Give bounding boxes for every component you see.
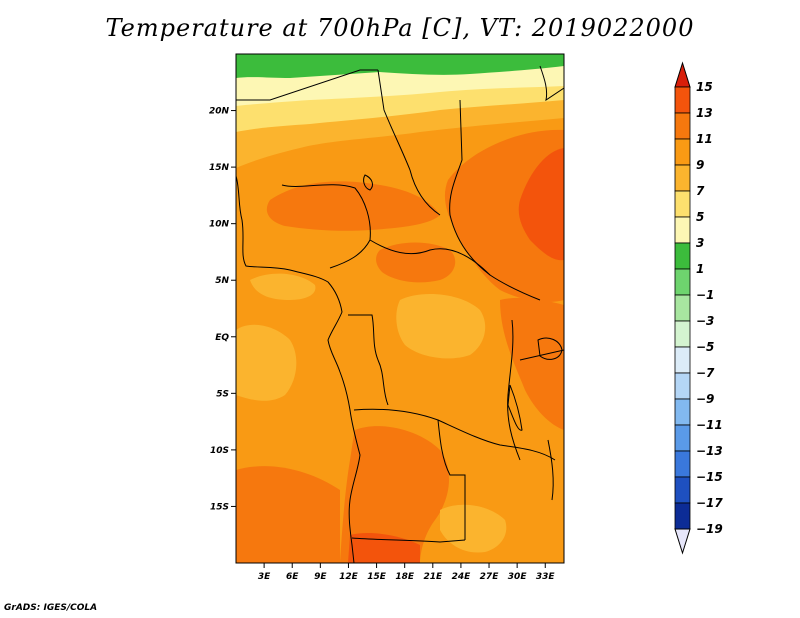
- lake-chad: [363, 174, 373, 191]
- colorbar-box: [674, 320, 691, 348]
- colorbar-box: [674, 372, 691, 400]
- colorbar-box: [674, 268, 691, 296]
- colorbar-label: 1: [696, 262, 704, 276]
- patch-sahel-west: [266, 181, 440, 231]
- drc-east-border: [507, 319, 521, 461]
- lake-malawi: [547, 439, 554, 501]
- patch-south-west: [236, 466, 340, 563]
- lon-tick-label: 24E: [452, 572, 472, 582]
- latitude-axis: 20N 15N 10N 5N EQ 5S 10S 15S: [209, 107, 236, 512]
- colorbar-box: [674, 476, 691, 504]
- band-green-north: [236, 54, 564, 78]
- colorbar-box: [674, 138, 691, 166]
- lat-tick-label: 5N: [215, 276, 229, 286]
- colorbar-label: −19: [696, 522, 723, 536]
- colorbar-label: −3: [696, 314, 714, 328]
- colorbar-box: [674, 346, 691, 374]
- patch-south-central: [340, 426, 450, 563]
- patch-gulf-light: [250, 273, 316, 300]
- lat-tick-label: 15N: [209, 163, 230, 173]
- congo-border: [348, 314, 389, 406]
- coastlines-borders: [236, 65, 564, 563]
- patch-atlantic-light: [236, 324, 297, 401]
- chad-border: [377, 69, 441, 216]
- colorbar-box: [674, 242, 691, 270]
- map-frame: [235, 53, 565, 564]
- libya-border: [236, 69, 378, 101]
- colorbar-box: [674, 216, 691, 244]
- colorbar-label: 9: [696, 158, 704, 172]
- colorbar-label: 13: [696, 106, 713, 120]
- colorbar-box: [674, 294, 691, 322]
- patch-congo-light: [396, 294, 486, 359]
- temperature-field: [236, 54, 564, 563]
- grads-credit: GrADS: IGES/COLA: [4, 603, 98, 613]
- colorbar-label: −17: [696, 496, 723, 510]
- lon-tick-label: 27E: [480, 572, 500, 582]
- lat-tick-label: 15S: [210, 502, 229, 512]
- colorbar-box: [674, 86, 691, 114]
- colorbar-box: [674, 424, 691, 452]
- lon-tick-label: 18E: [395, 572, 415, 582]
- colorbar-label: −7: [696, 366, 715, 380]
- colorbar-label: 15: [696, 80, 713, 94]
- colorbar-bottom-arrow: [674, 528, 691, 555]
- colorbar-box: [674, 190, 691, 218]
- lon-tick-label: 12E: [339, 572, 359, 582]
- nigeria-border: [281, 184, 371, 269]
- colorbar-box: [674, 112, 691, 140]
- colorbar-label: −5: [696, 340, 714, 354]
- colorbar-label: −1: [696, 288, 714, 302]
- colorbar: 15 13 11 9 7 5 3 1 −1 −3 −5 −7 −9 −11 −13 −15 −17 −19: [674, 61, 723, 555]
- lake-victoria: [537, 337, 563, 360]
- lat-tick-label: 10N: [209, 220, 230, 230]
- patch-red-orange-east: [518, 148, 564, 261]
- lon-tick-label: 6E: [286, 572, 299, 582]
- lat-tick-label: 10S: [210, 446, 229, 456]
- colorbar-box: [674, 398, 691, 426]
- colorbar-label: 3: [696, 236, 704, 250]
- lon-tick-label: 33E: [536, 572, 556, 582]
- colorbar-label: 5: [696, 210, 704, 224]
- patch-central: [376, 242, 456, 283]
- colorbar-top-arrow: [674, 61, 691, 88]
- colorbar-label: −13: [696, 444, 723, 458]
- colorbar-label: 11: [696, 132, 713, 146]
- namibia-border: [351, 537, 466, 543]
- colorbar-label: −15: [696, 470, 723, 484]
- west-africa-coast: [236, 175, 361, 563]
- sudan-border: [449, 99, 491, 276]
- tanzania-border: [519, 349, 564, 361]
- colorbar-label: −11: [696, 418, 723, 432]
- colorbar-label: −9: [696, 392, 714, 406]
- lon-tick-label: 3E: [258, 572, 271, 582]
- car-border: [369, 239, 541, 301]
- lon-tick-label: 30E: [508, 572, 528, 582]
- longitude-axis: 3E 6E 9E 12E 15E 18E 21E 24E 27E 30E 33E: [258, 563, 556, 582]
- map-title: Temperature at 700hPa [C], VT: 201902200…: [105, 14, 695, 42]
- lon-tick-label: 21E: [423, 572, 443, 582]
- colorbar-label: 7: [696, 184, 705, 198]
- lake-tanganyika: [507, 384, 523, 431]
- nile-east: [539, 65, 564, 102]
- lat-tick-label: 20N: [209, 107, 230, 117]
- lat-tick-label: 5S: [216, 389, 229, 399]
- lon-tick-label: 15E: [367, 572, 387, 582]
- zambia-border: [437, 419, 556, 461]
- lon-tick-label: 9E: [314, 572, 327, 582]
- colorbar-box: [674, 164, 691, 192]
- lat-tick-label: EQ: [215, 333, 229, 343]
- colorbar-box: [674, 450, 691, 478]
- patch-east-africa: [500, 297, 564, 430]
- colorbar-box: [674, 502, 691, 530]
